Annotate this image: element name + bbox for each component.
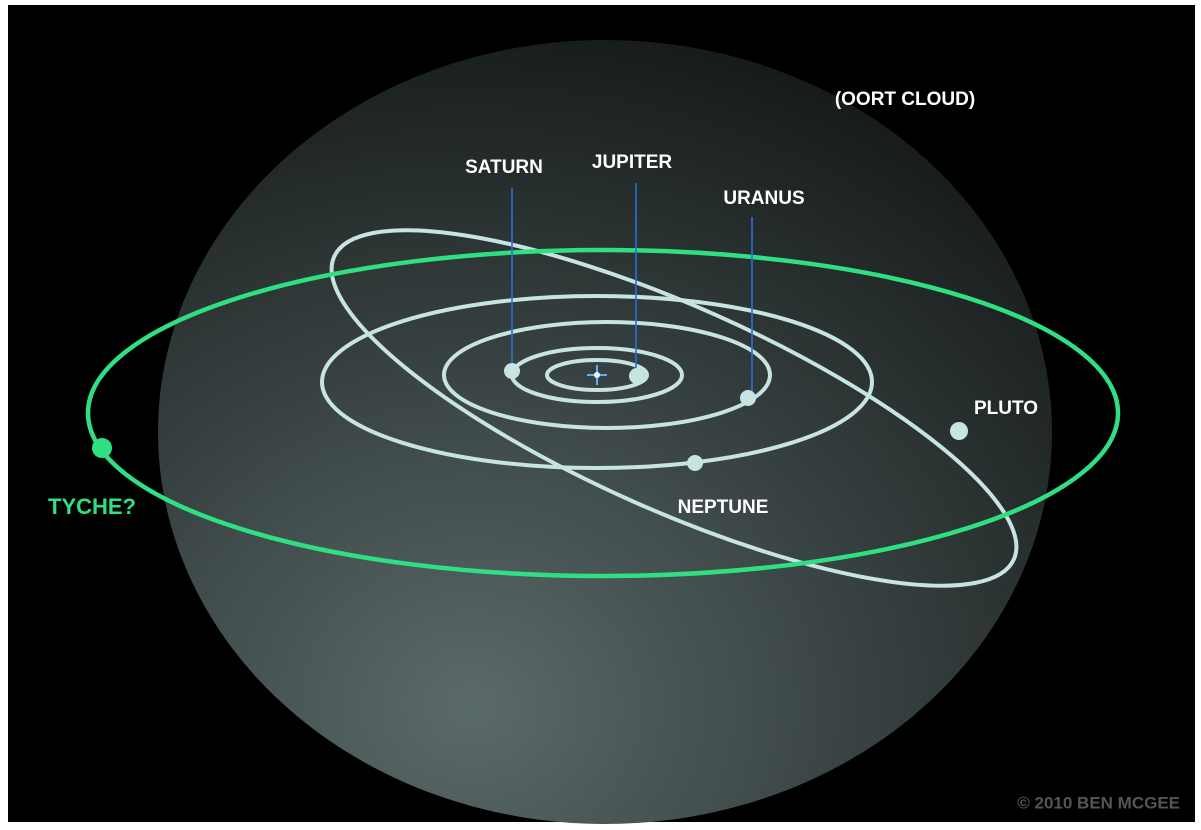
jupiter-label: JUPITER <box>592 152 673 173</box>
pointers <box>511 183 753 397</box>
credit: © 2010 BEN MCGEE <box>1017 793 1180 812</box>
tyche-label: TYCHE? <box>48 494 136 519</box>
orbit <box>442 320 772 430</box>
tyche <box>92 438 112 458</box>
orbits <box>85 228 1121 588</box>
saturn <box>504 363 520 379</box>
tyche-orbit <box>85 247 1121 579</box>
sun <box>587 365 607 385</box>
sun-core <box>594 372 600 378</box>
pluto-label: PLUTO <box>974 398 1038 419</box>
uranus-label: URANUS <box>723 188 804 209</box>
pluto <box>950 422 968 440</box>
neptune <box>687 455 703 471</box>
pluto-orbit <box>329 228 1019 588</box>
orbit <box>545 358 649 392</box>
saturn-label: SATURN <box>465 157 543 178</box>
jupiter <box>629 368 645 384</box>
oort-cloud <box>158 40 1052 824</box>
oort-cloud-label: (OORT CLOUD) <box>835 89 975 110</box>
uranus <box>740 390 756 406</box>
orbit <box>320 294 874 470</box>
neptune-label: NEPTUNE <box>678 497 769 518</box>
